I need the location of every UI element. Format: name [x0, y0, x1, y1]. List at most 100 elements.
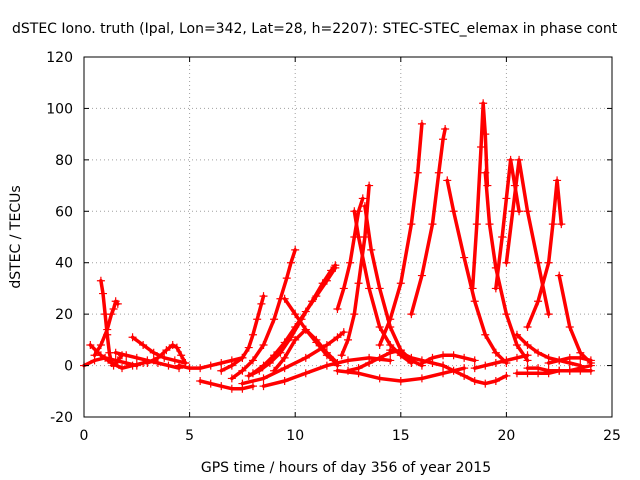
data-point — [555, 356, 564, 365]
series-line — [525, 178, 564, 329]
data-point — [206, 379, 215, 388]
data-point — [270, 315, 279, 324]
series-track — [90, 297, 122, 360]
data-point — [386, 346, 395, 355]
data-point — [259, 374, 268, 383]
data-point — [576, 353, 585, 362]
data-point — [555, 271, 564, 280]
data-point — [350, 310, 359, 319]
data-point — [113, 299, 122, 308]
x-tick-label: 5 — [185, 428, 194, 444]
data-point — [544, 310, 553, 319]
data-point — [434, 168, 443, 177]
data-point — [449, 366, 458, 375]
data-point — [477, 143, 486, 151]
data-point — [502, 356, 511, 365]
data-point — [586, 356, 595, 365]
data-point — [523, 351, 532, 360]
data-point — [270, 366, 279, 375]
data-point — [354, 233, 363, 241]
data-point — [481, 130, 490, 139]
data-point — [280, 353, 289, 362]
series-line — [377, 122, 424, 347]
data-point — [270, 351, 279, 360]
data-point — [586, 366, 595, 375]
series-track — [481, 168, 532, 365]
data-point — [227, 374, 236, 383]
data-point — [312, 292, 321, 301]
data-point — [460, 353, 469, 362]
series-track — [259, 353, 395, 391]
y-tick-label: 60 — [55, 204, 73, 220]
chart-title: dSTEC Iono. truth (Ipal, Lon=342, Lat=28… — [12, 21, 618, 37]
data-point — [360, 202, 369, 211]
data-point — [375, 323, 384, 331]
data-point — [238, 353, 247, 362]
data-point — [439, 351, 448, 360]
series-track — [337, 181, 374, 360]
data-point — [417, 359, 426, 367]
data-point — [491, 377, 500, 385]
series-line — [251, 266, 338, 376]
data-point — [99, 289, 108, 298]
data-point — [512, 353, 521, 362]
data-point — [282, 274, 291, 283]
data-point — [172, 343, 181, 352]
plot-data — [80, 99, 595, 393]
data-point — [248, 382, 257, 391]
data-point — [472, 220, 481, 229]
data-point — [143, 359, 152, 367]
series-track — [407, 125, 450, 319]
data-point — [367, 245, 376, 254]
data-point — [322, 351, 331, 360]
data-point — [107, 310, 116, 319]
y-tick-label: 120 — [46, 50, 73, 66]
data-point — [502, 194, 511, 203]
series-line — [335, 196, 365, 311]
data-point — [375, 353, 384, 362]
data-point — [153, 353, 162, 362]
series-line — [363, 204, 424, 368]
data-point — [253, 315, 262, 324]
data-point — [291, 323, 300, 331]
data-point — [481, 361, 490, 370]
data-point — [544, 359, 553, 367]
data-point — [280, 377, 289, 385]
data-point — [502, 371, 511, 380]
data-point — [449, 207, 458, 216]
data-point — [557, 220, 566, 229]
data-point — [164, 361, 173, 370]
data-point — [301, 325, 310, 334]
data-point — [502, 258, 511, 267]
data-point — [149, 348, 158, 357]
data-point — [109, 361, 118, 370]
data-point — [428, 220, 437, 229]
series-track — [555, 271, 595, 367]
data-point — [96, 341, 105, 349]
data-point — [291, 245, 300, 254]
data-point — [291, 310, 300, 319]
data-point — [441, 125, 450, 133]
data-point — [122, 351, 131, 360]
data-point — [206, 361, 215, 370]
data-point — [86, 341, 95, 349]
data-point — [280, 364, 289, 373]
data-point — [103, 325, 112, 334]
x-axis-label: GPS time / hours of day 356 of year 2015 — [201, 460, 491, 476]
data-point — [565, 353, 574, 362]
data-point — [485, 220, 494, 229]
data-point — [322, 361, 331, 370]
series-track — [523, 176, 566, 331]
x-tick-label: 15 — [392, 428, 410, 444]
data-point — [407, 353, 416, 362]
series-line — [339, 183, 371, 358]
data-point — [185, 364, 194, 373]
series-line — [504, 158, 551, 316]
data-point — [544, 369, 553, 378]
data-point — [365, 359, 374, 367]
data-point — [470, 377, 479, 385]
data-point — [470, 356, 479, 365]
data-point — [227, 361, 236, 370]
data-point — [479, 99, 488, 108]
y-axis-label: dSTEC / TECUs — [8, 185, 24, 288]
